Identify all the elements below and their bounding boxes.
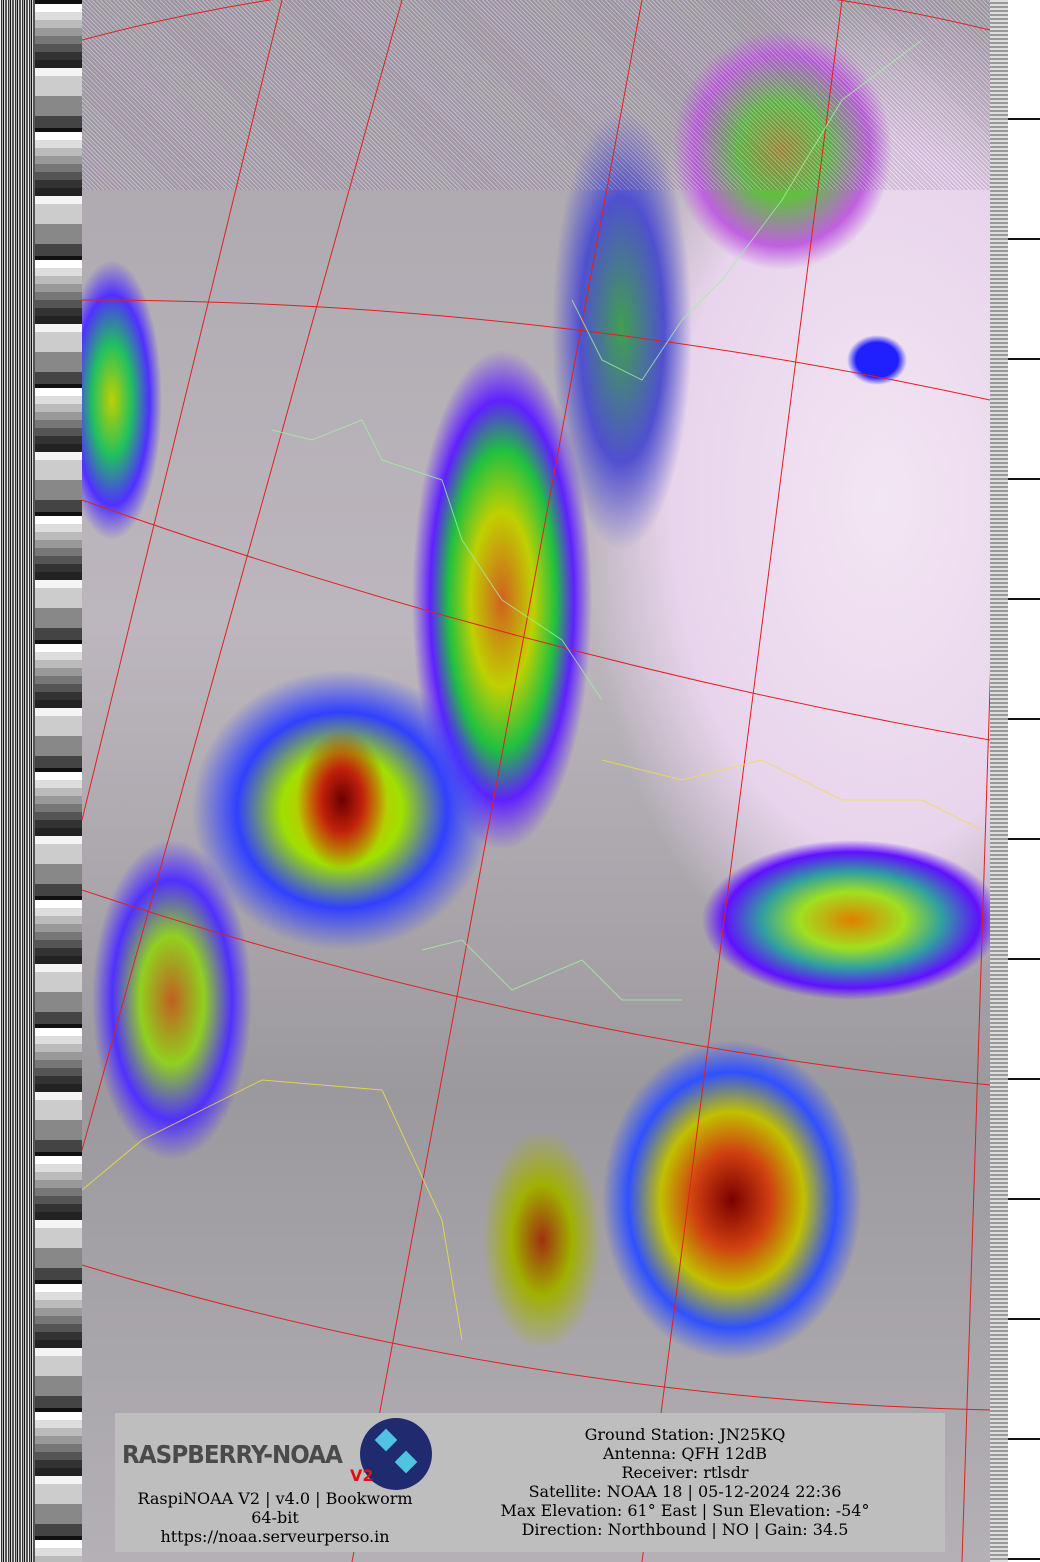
latitude-line <box>82 0 990 41</box>
country-border <box>82 1079 463 1341</box>
elevation-info: Max Elevation: 61° East | Sun Elevation:… <box>500 1501 870 1520</box>
apt-noise-strip <box>0 0 35 1562</box>
longitude-line <box>641 0 843 1562</box>
longitude-line <box>351 0 643 1562</box>
apt-sync-telemetry-strip <box>35 0 82 1562</box>
latitude-line <box>82 299 990 401</box>
logo-text: RASPBERRY-NOAA <box>122 1440 343 1469</box>
antenna: Antenna: QFH 12dB <box>603 1444 767 1463</box>
satellite-imagery <box>82 0 990 1562</box>
satellite-icon <box>360 1418 432 1490</box>
pass-info: Ground Station: JN25KQ Antenna: QFH 12dB… <box>485 1425 885 1539</box>
country-border <box>421 939 682 1001</box>
longitude-line <box>961 671 990 1562</box>
ground-station: Ground Station: JN25KQ <box>584 1425 786 1444</box>
latitude-line <box>82 1264 990 1411</box>
logo-version-badge: V2 <box>350 1466 374 1485</box>
country-border <box>571 39 923 381</box>
country-border <box>271 419 603 701</box>
satellite-datetime: Satellite: NOAA 18 | 05-12-2024 22:36 <box>528 1482 842 1501</box>
apt-telemetry-strip-right <box>990 0 1040 1562</box>
longitude-line <box>82 0 283 821</box>
latitude-line <box>82 889 990 1086</box>
direction-gain: Direction: Northbound | NO | Gain: 34.5 <box>521 1520 849 1539</box>
longitude-line <box>82 0 403 1151</box>
country-border <box>601 759 983 831</box>
info-footer: RASPBERRY-NOAA V2 RaspiNOAA V2 | v4.0 | … <box>115 1413 945 1552</box>
latitude-line <box>82 499 990 741</box>
raspberry-noaa-logo: RASPBERRY-NOAA V2 <box>120 1418 440 1498</box>
station-url: https://noaa.serveurperso.in <box>160 1527 390 1546</box>
software-info: RaspiNOAA V2 | v4.0 | Bookworm 64-bit ht… <box>115 1489 435 1546</box>
lat-lon-grid-overlay <box>82 0 990 1562</box>
receiver: Receiver: rtlsdr <box>621 1463 749 1482</box>
software-version: RaspiNOAA V2 | v4.0 | Bookworm 64-bit <box>137 1489 413 1527</box>
